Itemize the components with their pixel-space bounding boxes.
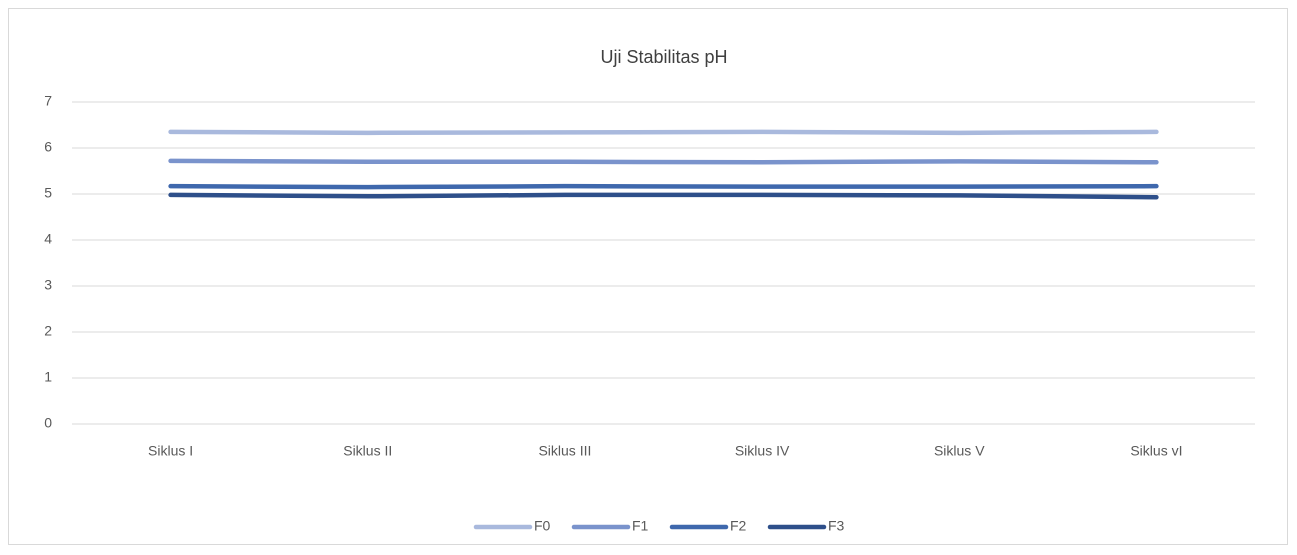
chart-title: Uji Stabilitas pH <box>600 47 727 67</box>
chart-frame <box>8 8 1288 545</box>
x-tick-label: Siklus I <box>148 443 193 459</box>
series-line <box>168 192 1159 200</box>
legend-label: F0 <box>534 518 551 534</box>
x-tick-label: Siklus V <box>934 443 985 459</box>
y-tick-label: 4 <box>44 231 52 247</box>
series-line <box>168 183 1159 190</box>
y-tick-label: 5 <box>44 185 52 201</box>
y-tick-label: 0 <box>44 415 52 431</box>
x-tick-label: Siklus II <box>343 443 392 459</box>
x-tick-label: Siklus IV <box>735 443 790 459</box>
legend-label: F3 <box>828 518 845 534</box>
x-tick-label: Siklus III <box>538 443 591 459</box>
y-tick-label: 2 <box>44 323 52 339</box>
legend-label: F1 <box>632 518 649 534</box>
x-tick-label: Siklus vI <box>1130 443 1182 459</box>
series-line <box>168 158 1159 165</box>
y-tick-label: 6 <box>44 139 52 155</box>
legend-label: F2 <box>730 518 747 534</box>
y-tick-label: 3 <box>44 277 52 293</box>
y-tick-label: 7 <box>44 93 52 109</box>
y-tick-label: 1 <box>44 369 52 385</box>
series-line <box>168 129 1159 136</box>
